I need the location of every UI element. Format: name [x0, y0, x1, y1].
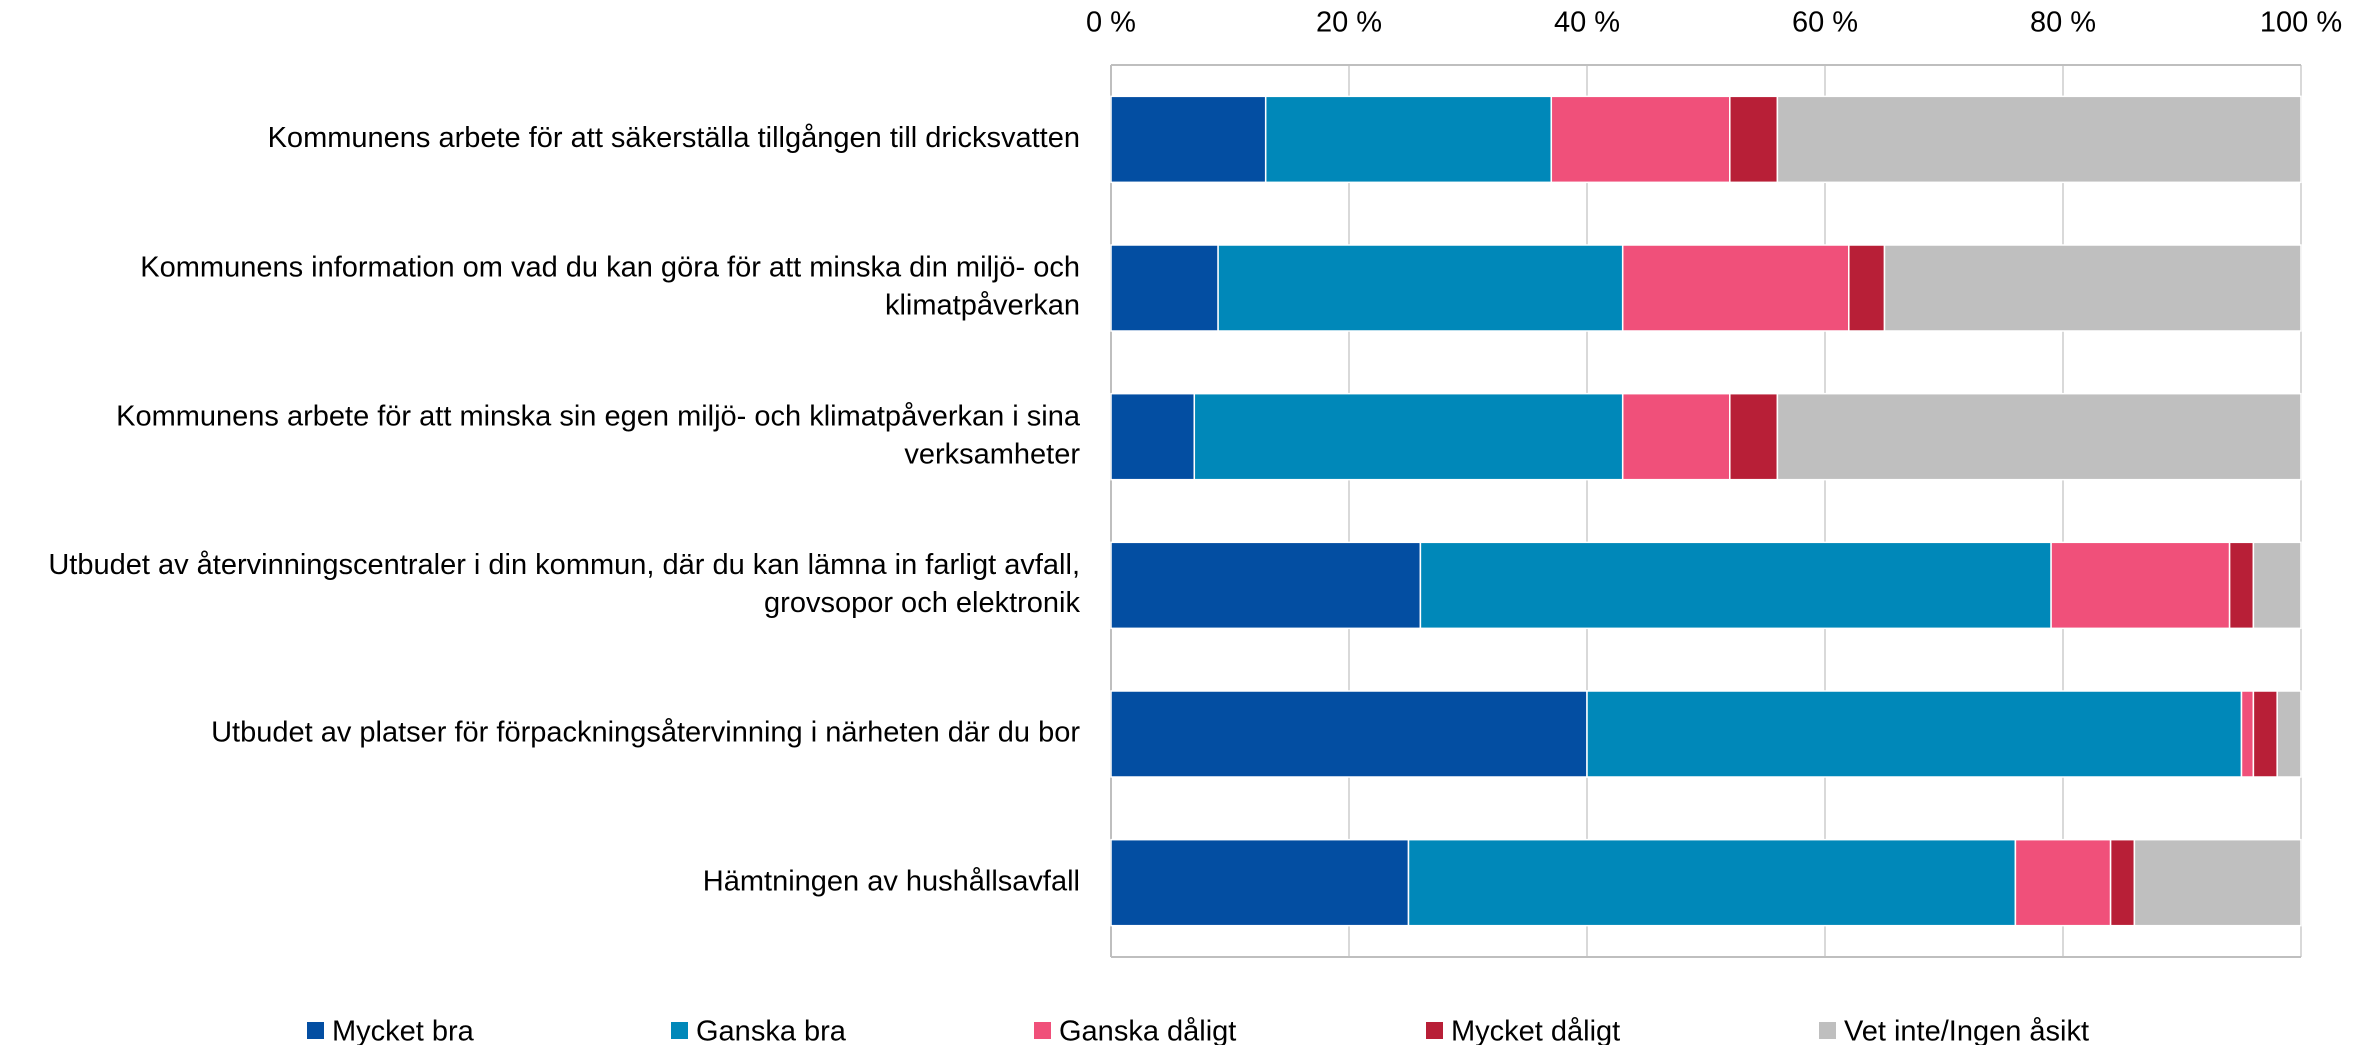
bar-segment: [2109, 838, 2136, 927]
bar-segment: [1586, 690, 2243, 778]
bar-segment: [2252, 690, 2278, 778]
bar-segment: [1110, 690, 1588, 778]
bar-segment: [1883, 244, 2302, 332]
legend-swatch: [1426, 1022, 1443, 1039]
bar-segment: [1110, 541, 1422, 630]
bar-segment: [1550, 95, 1731, 184]
x-tick-label: 0 %: [1086, 7, 1136, 39]
legend-swatch: [671, 1022, 688, 1039]
x-tick-label: 60 %: [1792, 7, 1858, 39]
category-label: grovsopor och elektronik: [764, 587, 1080, 619]
bar-segment: [2228, 541, 2255, 630]
category-label: verksamheter: [904, 438, 1080, 470]
bar-segment: [1110, 838, 1410, 927]
bar-segment: [1110, 244, 1219, 332]
bar-segment: [1729, 392, 1779, 481]
bar-segment: [1110, 95, 1267, 184]
bar-segment: [1264, 95, 1553, 184]
bar-segment: [1110, 392, 1196, 481]
legend-label: Ganska bra: [696, 1016, 847, 1045]
bar-segment: [2014, 838, 2112, 927]
bar-segment: [1776, 95, 2302, 184]
x-tick-label: 20 %: [1316, 7, 1382, 39]
category-label: Kommunens information om vad du kan göra…: [140, 252, 1080, 284]
bar-segment: [1217, 244, 1624, 332]
x-tick-label: 40 %: [1554, 7, 1620, 39]
bar-segment: [1848, 244, 1886, 332]
bar-segment: [1407, 838, 2017, 927]
bar-segment: [2252, 541, 2302, 630]
bar-segment: [1419, 541, 2052, 630]
category-label: klimatpåverkan: [885, 290, 1080, 322]
x-tick-label: 100 %: [2260, 7, 2342, 39]
bar-segment: [1621, 392, 1731, 481]
legend-swatch: [1034, 1022, 1051, 1039]
legend-swatch: [307, 1022, 324, 1039]
bar-segment: [2050, 541, 2231, 630]
category-label: Kommunens arbete för att minska sin egen…: [116, 400, 1081, 432]
bar-segment: [1621, 244, 1850, 332]
bar-segment: [1776, 392, 2302, 481]
bar-segment: [1193, 392, 1624, 481]
bar-segment: [2240, 690, 2255, 778]
legend-label: Vet inte/Ingen åsikt: [1844, 1016, 2089, 1045]
bar-segment: [2276, 690, 2302, 778]
category-label: Hämtningen av hushållsavfall: [703, 865, 1080, 897]
category-label: Utbudet av platser för förpackningsåterv…: [211, 717, 1080, 749]
legend-swatch: [1819, 1022, 1836, 1039]
x-tick-label: 80 %: [2030, 7, 2096, 39]
bar-segment: [1729, 95, 1779, 184]
legend-label: Mycket dåligt: [1451, 1016, 1620, 1045]
bar-segment: [2133, 838, 2302, 927]
legend-label: Mycket bra: [332, 1016, 475, 1045]
category-label: Kommunens arbete för att säkerställa til…: [268, 122, 1080, 154]
category-label: Utbudet av återvinningscentraler i din k…: [48, 549, 1080, 581]
legend-label: Ganska dåligt: [1059, 1016, 1236, 1045]
